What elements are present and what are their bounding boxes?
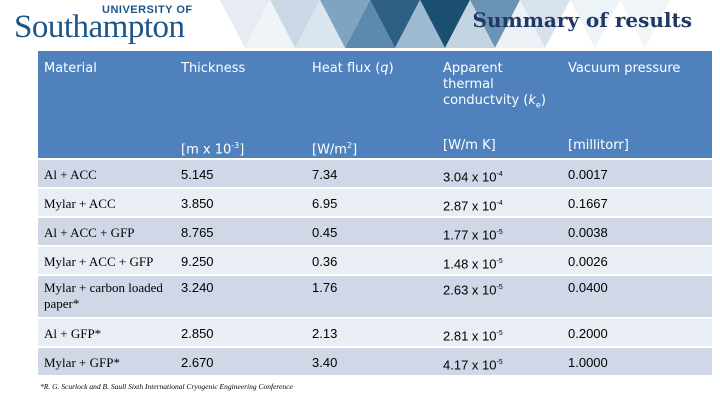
unit-thickness: [m x 10-3] — [175, 126, 306, 161]
cell-heat-flux: 2.13 — [306, 318, 437, 349]
cell-conductivity: 2.63 x 10-5 — [437, 275, 562, 320]
header-thermal-conductivity: Apparent thermal conductvity (ke) — [437, 51, 562, 126]
table-units-row: [m x 10-3] [W/m2] [W/m K] [millitorr] — [38, 126, 712, 161]
logo-southampton: Southampton — [14, 9, 185, 45]
university-logo: UNIVERSITY OF Southampton — [12, 2, 217, 46]
cell-vacuum: 0.0038 — [562, 217, 712, 248]
logo-university-of: UNIVERSITY OF — [102, 4, 193, 16]
unit-heat-flux: [W/m2] — [306, 126, 437, 161]
cell-thickness: 8.765 — [175, 217, 306, 248]
cell-conductivity: 3.04 x 10-4 — [437, 159, 562, 190]
cell-vacuum: 0.0026 — [562, 246, 712, 277]
cell-material: Al + ACC + GFP — [38, 217, 175, 248]
header-heat-flux: Heat flux (q) — [306, 51, 437, 126]
cell-vacuum: 0.0400 — [562, 275, 712, 320]
cell-thickness: 5.145 — [175, 159, 306, 190]
cell-conductivity: 1.77 x 10-5 — [437, 217, 562, 248]
cell-material: Mylar + GFP* — [38, 347, 175, 378]
cell-heat-flux: 0.45 — [306, 217, 437, 248]
slide-header: UNIVERSITY OF Southampton Summary of res… — [0, 0, 720, 48]
footnote-citation: *R. G. Scurlock and B. Saull Sixth Inter… — [40, 382, 293, 391]
cell-conductivity: 4.17 x 10-5 — [437, 347, 562, 378]
cell-material: Mylar + ACC — [38, 188, 175, 219]
cell-vacuum: 1.0000 — [562, 347, 712, 378]
cell-vacuum: 0.0017 — [562, 159, 712, 190]
header-material: Material — [38, 51, 175, 126]
table-row: Al + ACC + GFP 8.765 0.45 1.77 x 10-5 0.… — [38, 217, 712, 248]
cell-thickness: 9.250 — [175, 246, 306, 277]
cell-vacuum: 0.1667 — [562, 188, 712, 219]
cell-conductivity: 2.81 x 10-5 — [437, 318, 562, 349]
table-header-row: Material Thickness Heat flux (q) Apparen… — [38, 51, 712, 126]
cell-thickness: 3.850 — [175, 188, 306, 219]
cell-material: Al + GFP* — [38, 318, 175, 349]
unit-conductivity: [W/m K] — [437, 126, 562, 161]
table-row: Mylar + ACC + GFP 9.250 0.36 1.48 x 10-5… — [38, 246, 712, 277]
results-table: Material Thickness Heat flux (q) Apparen… — [38, 51, 712, 378]
triangle-pattern-decoration — [220, 0, 670, 48]
slide-title: Summary of results — [472, 8, 692, 32]
cell-material: Mylar + ACC + GFP — [38, 246, 175, 277]
cell-material: Mylar + carbon loaded paper* — [38, 275, 175, 320]
unit-material — [38, 126, 175, 161]
cell-heat-flux: 6.95 — [306, 188, 437, 219]
table-row: Al + GFP* 2.850 2.13 2.81 x 10-5 0.2000 — [38, 318, 712, 349]
cell-thickness: 2.850 — [175, 318, 306, 349]
table-row: Mylar + GFP* 2.670 3.40 4.17 x 10-5 1.00… — [38, 347, 712, 378]
cell-conductivity: 2.87 x 10-4 — [437, 188, 562, 219]
cell-heat-flux: 1.76 — [306, 275, 437, 320]
cell-thickness: 3.240 — [175, 275, 306, 320]
cell-heat-flux: 3.40 — [306, 347, 437, 378]
unit-vacuum: [millitorr] — [562, 126, 712, 161]
table-row: Mylar + carbon loaded paper* 3.240 1.76 … — [38, 275, 712, 320]
cell-thickness: 2.670 — [175, 347, 306, 378]
cell-conductivity: 1.48 x 10-5 — [437, 246, 562, 277]
header-thickness: Thickness — [175, 51, 306, 126]
cell-heat-flux: 7.34 — [306, 159, 437, 190]
table-row: Al + ACC 5.145 7.34 3.04 x 10-4 0.0017 — [38, 159, 712, 190]
table-row: Mylar + ACC 3.850 6.95 2.87 x 10-4 0.166… — [38, 188, 712, 219]
cell-heat-flux: 0.36 — [306, 246, 437, 277]
header-vacuum-pressure: Vacuum pressure — [562, 51, 712, 126]
cell-material: Al + ACC — [38, 159, 175, 190]
cell-vacuum: 0.2000 — [562, 318, 712, 349]
